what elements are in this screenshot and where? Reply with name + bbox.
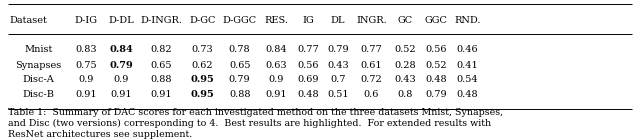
Text: 0.77: 0.77 (298, 45, 319, 54)
Text: 0.83: 0.83 (76, 45, 97, 54)
Text: ResNet architectures see supplement.: ResNet architectures see supplement. (8, 130, 192, 139)
Text: 0.9: 0.9 (113, 75, 129, 84)
Text: RND.: RND. (454, 16, 481, 25)
Text: 0.91: 0.91 (151, 90, 172, 99)
Text: 0.65: 0.65 (229, 61, 250, 70)
Text: 0.63: 0.63 (266, 61, 287, 70)
Text: D-GGC: D-GGC (223, 16, 257, 25)
Text: INGR.: INGR. (356, 16, 387, 25)
Text: 0.88: 0.88 (151, 75, 172, 84)
Text: 0.54: 0.54 (456, 75, 478, 84)
Text: 0.48: 0.48 (425, 75, 447, 84)
Text: 0.84: 0.84 (266, 45, 287, 54)
Text: 0.77: 0.77 (361, 45, 382, 54)
Text: D-IG: D-IG (75, 16, 98, 25)
Text: 0.7: 0.7 (330, 75, 346, 84)
Text: 0.51: 0.51 (327, 90, 349, 99)
Text: 0.79: 0.79 (109, 61, 133, 70)
Text: D-GC: D-GC (189, 16, 216, 25)
Text: 0.6: 0.6 (364, 90, 380, 99)
Text: 0.73: 0.73 (191, 45, 213, 54)
Text: 0.72: 0.72 (361, 75, 382, 84)
Text: D-DL: D-DL (108, 16, 134, 25)
Text: Mnist: Mnist (24, 45, 52, 54)
Text: 0.95: 0.95 (190, 90, 214, 99)
Text: 0.8: 0.8 (397, 90, 413, 99)
Text: 0.52: 0.52 (425, 61, 447, 70)
Text: 0.9: 0.9 (79, 75, 94, 84)
Text: 0.91: 0.91 (76, 90, 97, 99)
Text: 0.62: 0.62 (191, 61, 213, 70)
Text: 0.56: 0.56 (425, 45, 447, 54)
Text: 0.82: 0.82 (151, 45, 172, 54)
Text: 0.78: 0.78 (229, 45, 250, 54)
Text: 0.79: 0.79 (425, 90, 447, 99)
Text: 0.61: 0.61 (361, 61, 382, 70)
Text: Disc-A: Disc-A (22, 75, 54, 84)
Text: 0.46: 0.46 (456, 45, 478, 54)
Text: 0.56: 0.56 (298, 61, 319, 70)
Text: 0.43: 0.43 (395, 75, 416, 84)
Text: IG: IG (302, 16, 314, 25)
Text: 0.84: 0.84 (109, 45, 133, 54)
Text: Table 1:  Summary of DAC scores for each investigated method on the three datase: Table 1: Summary of DAC scores for each … (8, 108, 503, 117)
Text: 0.52: 0.52 (395, 45, 416, 54)
Text: DL: DL (331, 16, 345, 25)
Text: Dataset: Dataset (9, 16, 47, 25)
Text: 0.95: 0.95 (190, 75, 214, 84)
Text: GC: GC (398, 16, 413, 25)
Text: 0.69: 0.69 (298, 75, 319, 84)
Text: RES.: RES. (264, 16, 289, 25)
Text: 0.91: 0.91 (266, 90, 287, 99)
Text: 0.48: 0.48 (456, 90, 478, 99)
Text: 0.79: 0.79 (229, 75, 250, 84)
Text: GGC: GGC (424, 16, 447, 25)
Text: 0.28: 0.28 (395, 61, 416, 70)
Text: 0.48: 0.48 (298, 90, 319, 99)
Text: 0.9: 0.9 (269, 75, 284, 84)
Text: 0.79: 0.79 (327, 45, 349, 54)
Text: and Disc (two versions) corresponding to 4.  Best results are highlighted.  For : and Disc (two versions) corresponding to… (8, 119, 491, 128)
Text: 0.75: 0.75 (76, 61, 97, 70)
Text: 0.41: 0.41 (456, 61, 478, 70)
Text: D-INGR.: D-INGR. (141, 16, 182, 25)
Text: 0.43: 0.43 (327, 61, 349, 70)
Text: 0.65: 0.65 (151, 61, 172, 70)
Text: 0.88: 0.88 (229, 90, 250, 99)
Text: 0.91: 0.91 (110, 90, 132, 99)
Text: Synapses: Synapses (15, 61, 61, 70)
Text: Disc-B: Disc-B (22, 90, 54, 99)
